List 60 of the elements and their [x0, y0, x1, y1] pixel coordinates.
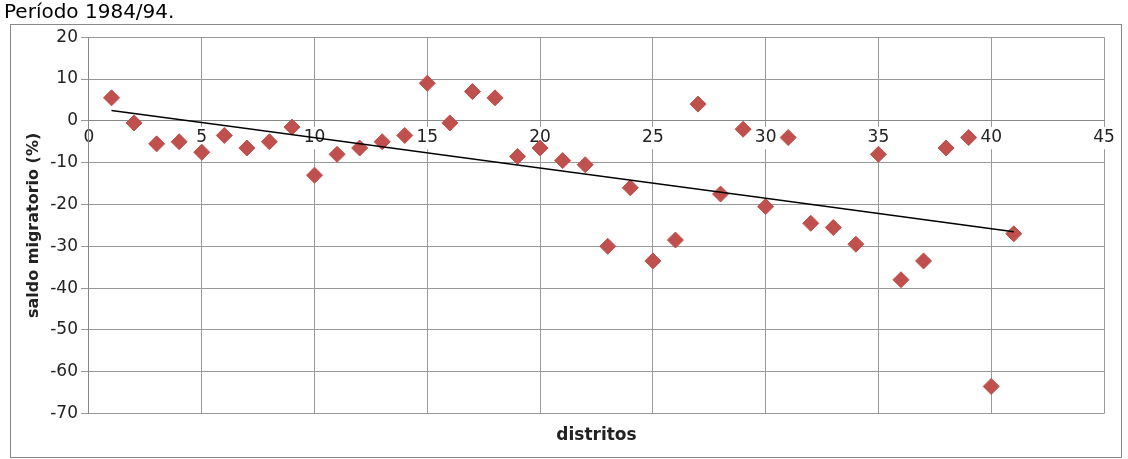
point	[463, 83, 481, 101]
y-axis-title: saldo migratorio (%)	[22, 132, 42, 319]
point	[824, 218, 842, 236]
point	[260, 133, 278, 151]
y-tick-label: -60	[50, 360, 78, 381]
point	[328, 145, 346, 163]
point	[802, 214, 820, 232]
y-tick-label: 20	[56, 25, 78, 46]
point	[621, 179, 639, 197]
y-tick-label: -30	[50, 234, 78, 255]
point	[351, 139, 369, 157]
point	[576, 156, 594, 174]
x-tick-label: 15	[416, 126, 439, 147]
point	[869, 145, 887, 163]
point	[982, 377, 1000, 395]
x-tick-label: 40	[980, 126, 1003, 147]
x-axis-title: distritos	[556, 424, 637, 445]
point	[170, 133, 188, 151]
point	[892, 271, 910, 289]
point	[554, 152, 572, 170]
point	[441, 114, 459, 132]
chart-title: Período 1984/94.	[4, 0, 175, 23]
point	[599, 237, 617, 255]
point	[734, 120, 752, 138]
x-tick-label: 35	[867, 126, 890, 147]
point	[103, 89, 121, 107]
y-tick-label: -10	[50, 151, 78, 172]
x-tick-label: 20	[529, 126, 551, 147]
point	[396, 126, 414, 144]
x-tick-label: 30	[754, 126, 777, 147]
y-tick-label: 10	[56, 67, 78, 88]
y-tick-label: -50	[50, 318, 78, 339]
point	[373, 133, 391, 151]
x-tick-label: 5	[196, 126, 208, 147]
point	[215, 126, 233, 144]
point	[193, 143, 211, 161]
point	[238, 139, 256, 157]
point	[937, 139, 955, 157]
point	[847, 235, 865, 253]
point	[418, 74, 436, 92]
point	[509, 147, 527, 165]
point	[1005, 225, 1023, 243]
point	[125, 114, 143, 132]
point	[148, 135, 166, 153]
point	[486, 89, 504, 107]
point	[779, 129, 797, 147]
x-tick-label: 25	[642, 126, 664, 147]
point	[689, 95, 707, 113]
y-tick-label: 0	[67, 109, 78, 130]
point	[666, 231, 684, 249]
point	[960, 129, 978, 147]
point	[283, 118, 301, 136]
x-tick-label: 45	[1093, 126, 1115, 147]
y-tick-label: -20	[50, 192, 78, 213]
point	[915, 252, 933, 270]
point	[644, 252, 662, 270]
y-tick-label: -70	[50, 402, 78, 423]
point	[306, 166, 324, 184]
y-tick-label: -40	[50, 276, 78, 297]
point	[757, 198, 775, 216]
